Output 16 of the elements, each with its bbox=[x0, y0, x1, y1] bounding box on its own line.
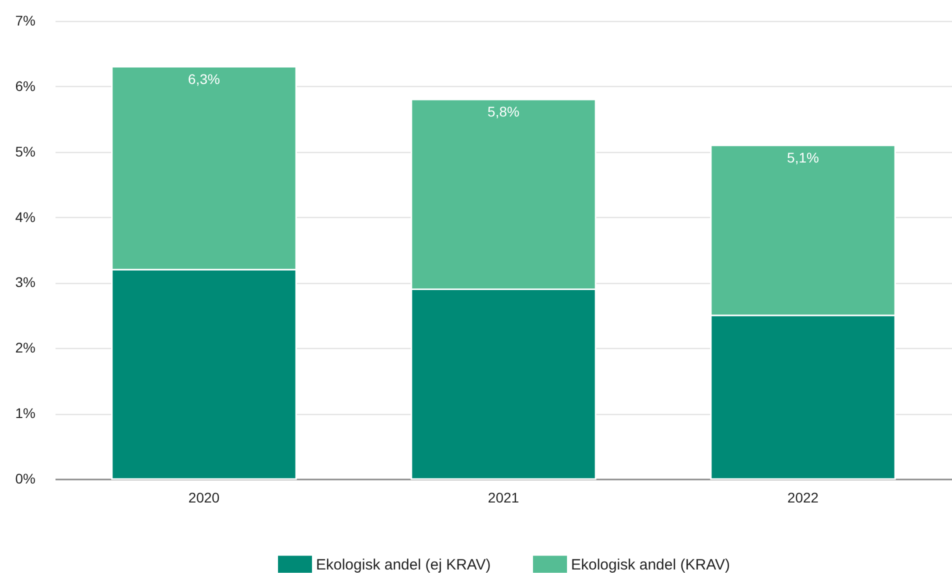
y-tick-label: 4% bbox=[15, 208, 36, 225]
x-tick-label: 2022 bbox=[787, 490, 819, 506]
total-label: 5,1% bbox=[787, 149, 819, 166]
y-tick-label: 6% bbox=[15, 78, 36, 94]
legend-label: Ekologisk andel (ej KRAV) bbox=[316, 556, 491, 573]
x-tick-label: 2020 bbox=[188, 490, 220, 506]
y-tick-label: 7% bbox=[15, 12, 36, 28]
y-tick-label: 5% bbox=[15, 143, 36, 160]
legend-label: Ekologisk andel (KRAV) bbox=[571, 556, 730, 573]
y-tick-label: 1% bbox=[15, 405, 36, 422]
y-tick-label: 2% bbox=[15, 340, 36, 356]
y-tick-label: 0% bbox=[15, 470, 36, 486]
total-label: 6,3% bbox=[188, 70, 220, 87]
total-label: 5,8% bbox=[488, 104, 520, 120]
x-tick-label: 2021 bbox=[488, 490, 520, 506]
y-tick-label: 3% bbox=[15, 274, 36, 290]
